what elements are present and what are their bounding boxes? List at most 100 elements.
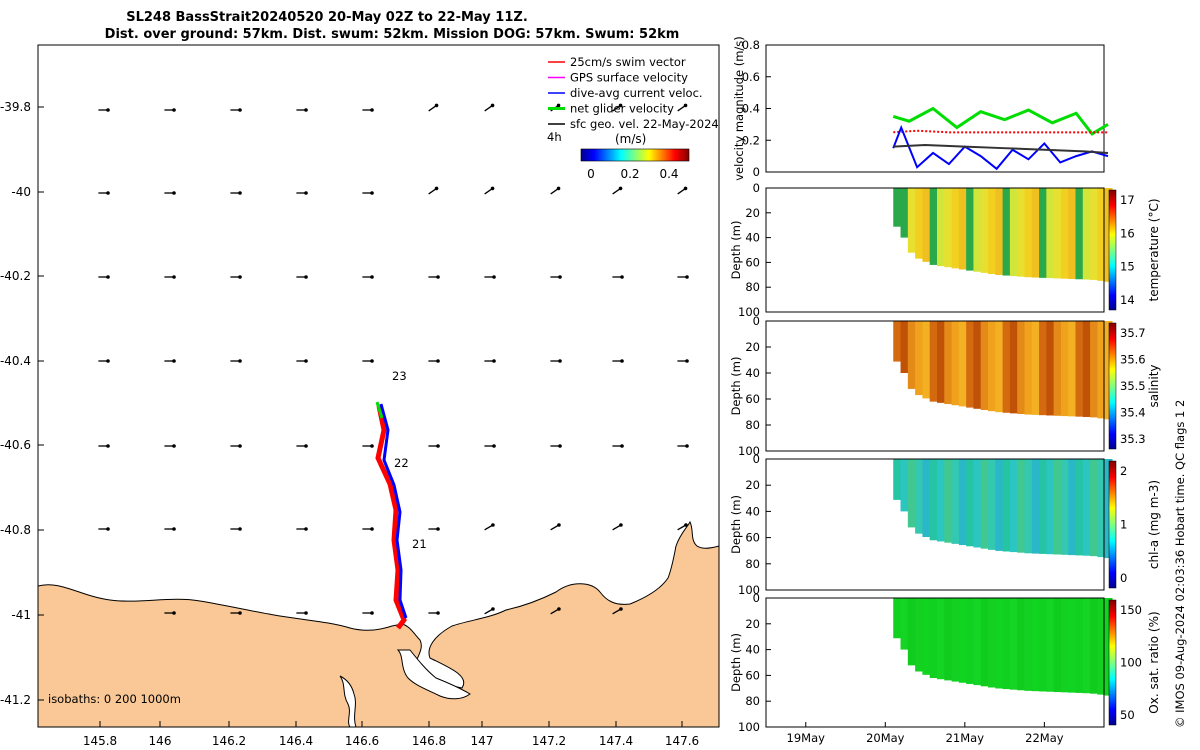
- profile-cast: [929, 321, 938, 402]
- depth-tick-label: 80: [745, 280, 760, 294]
- map-xtick-label: 146.8: [412, 734, 446, 748]
- surface-vector-head: [618, 103, 623, 108]
- colorbar-axis-label: chl-a (mg m-3): [1147, 480, 1161, 569]
- depth-tick-label: 100: [738, 305, 760, 319]
- profile-cast: [1097, 321, 1106, 419]
- profile-cast: [958, 321, 967, 407]
- depth-tick-label: 20: [745, 340, 760, 354]
- colorbar-tick-label: 50: [1120, 708, 1135, 722]
- legend-label: net glider velocity: [570, 102, 674, 116]
- surface-vector-head: [492, 359, 496, 363]
- profile-cast: [1068, 459, 1077, 556]
- profile-colorbar: [1108, 189, 1117, 311]
- map-panel: 145.8 146 146.2 146.4 146.6 146.8 147 147.2 147.…: [0, 44, 720, 748]
- depth-tick-label: 80: [745, 418, 760, 432]
- profile-cast: [1075, 598, 1084, 693]
- surface-vector-head: [620, 275, 624, 279]
- depth-tick-label: 100: [738, 583, 760, 597]
- depth-tick-label: 60: [745, 255, 760, 269]
- profile-cast: [951, 188, 960, 269]
- profile-cast: [1104, 598, 1113, 696]
- velocity-ytick-label: 0.8: [742, 38, 760, 52]
- depth-tick-label: 60: [745, 531, 760, 545]
- profile-cast: [1097, 459, 1106, 558]
- surface-vector-head: [370, 527, 374, 531]
- surface-vector-head: [172, 108, 176, 112]
- profile-cast: [1031, 321, 1040, 415]
- velocity-ytick-label: 0.6: [742, 70, 760, 84]
- surface-vector-head: [492, 444, 496, 448]
- profile-cast: [1031, 188, 1040, 278]
- profile-cast: [1046, 188, 1055, 279]
- day-label-22: 22: [394, 456, 409, 470]
- profile-cast: [995, 188, 1004, 275]
- surface-vector-head: [106, 444, 110, 448]
- profile-cast: [922, 459, 931, 538]
- profile-cast: [1075, 188, 1084, 280]
- surface-vector-head: [238, 275, 242, 279]
- surface-vector-head: [683, 186, 688, 191]
- map-ytick-label: -40.8: [0, 523, 31, 537]
- colorbar-axis-label: Ox. sat. ratio (%): [1147, 611, 1161, 713]
- depth-tick-label: 0: [753, 181, 760, 195]
- map-xtick-label: 146.6: [345, 734, 379, 748]
- profile-cast: [973, 188, 982, 272]
- colorbar-tick-label: 150: [1120, 603, 1142, 617]
- profile-cast: [1060, 188, 1069, 279]
- surface-vector-head: [619, 607, 623, 611]
- profile-cast: [958, 188, 967, 270]
- surface-vector-head: [557, 607, 561, 611]
- map-ytick-label: -39.8: [0, 100, 31, 114]
- profile-cast: [1060, 459, 1069, 555]
- profile-cast: [1104, 459, 1113, 559]
- title-line-2: Dist. over ground: 57km. Dist. swum: 52k…: [105, 27, 680, 42]
- profile-cast: [973, 321, 982, 409]
- legend-label: GPS surface velocity: [570, 71, 688, 85]
- profile-cast: [980, 598, 989, 687]
- profile-cast: [966, 459, 975, 547]
- surface-vector-head: [684, 523, 688, 527]
- profile-cast: [1046, 459, 1055, 555]
- profile-cast: [1082, 321, 1091, 417]
- profile-cast: [995, 321, 1004, 413]
- surface-vector-head: [619, 523, 623, 527]
- surface-vector-head: [436, 359, 440, 363]
- profile-cast: [980, 321, 989, 410]
- depth-axis-label: Depth (m): [729, 495, 743, 554]
- time-tick-label: 20May: [866, 731, 905, 745]
- profile-cast: [1002, 188, 1011, 276]
- profile-cast: [980, 459, 989, 549]
- profile-cast: [1039, 321, 1047, 416]
- surface-vector-head: [685, 444, 689, 448]
- profile-panel-1: 0 20 40 60 80 100 Depth (m) 14 15 16 17 temperature…: [729, 181, 1161, 319]
- surface-vector-head: [492, 275, 496, 279]
- profile-cast: [1002, 598, 1011, 690]
- time-tick-label: 22May: [1025, 731, 1064, 745]
- profile-cast: [1060, 321, 1069, 417]
- surface-vector-head: [620, 444, 624, 448]
- profile-cast: [1060, 598, 1069, 693]
- profile-cast: [929, 598, 938, 679]
- swim-vector-trail: [375, 405, 407, 630]
- map-ytick-label: -40.6: [0, 438, 31, 452]
- surface-vector-head: [620, 359, 624, 363]
- surface-vector-head: [238, 527, 242, 531]
- surface-vector-head: [106, 527, 110, 531]
- profile-cast: [1068, 598, 1077, 693]
- surface-vector-head: [685, 275, 689, 279]
- map-xtick-label: 145.8: [83, 734, 117, 748]
- map-xtick-label: 146.2: [212, 734, 246, 748]
- profile-cast: [1082, 598, 1091, 694]
- profile-cast: [1090, 598, 1098, 694]
- surface-vector-head: [436, 611, 440, 615]
- surface-vector-head: [172, 359, 176, 363]
- surface-vector-head: [436, 527, 440, 531]
- surface-vector-head: [434, 186, 439, 191]
- profile-cast: [900, 321, 909, 373]
- surface-vector-head: [172, 611, 176, 615]
- profile-cast: [1053, 459, 1062, 555]
- profile-cast: [1053, 598, 1062, 693]
- profile-cast: [893, 459, 902, 500]
- legend-label: 25cm/s swim vector: [570, 55, 686, 69]
